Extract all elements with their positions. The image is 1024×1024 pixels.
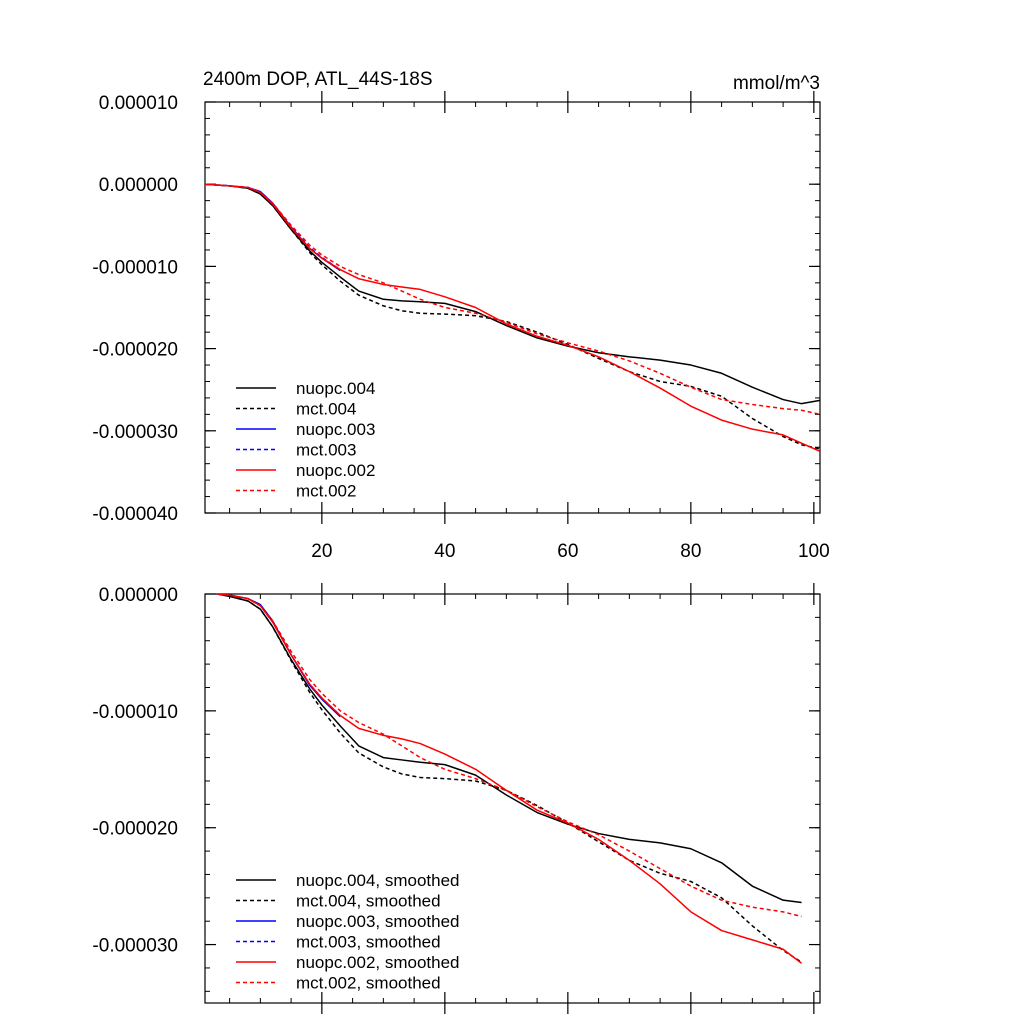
legend-label: nuopc.004: [296, 379, 375, 398]
series-line-mct-004-smoothed: [217, 594, 802, 963]
legend-label: mct.002, smoothed: [296, 974, 441, 993]
series-line-nuopc-002: [205, 183, 820, 453]
legend-label: nuopc.002, smoothed: [296, 953, 460, 972]
y-tick-label: -0.000030: [92, 422, 178, 443]
x-tick-label: 60: [557, 541, 578, 562]
y-tick-label: -0.000040: [92, 504, 178, 525]
y-tick-label: -0.000010: [92, 257, 178, 278]
series-line-mct-002-smoothed: [217, 594, 802, 918]
y-tick-label: 0.000000: [99, 585, 178, 606]
series-line-mct-004: [205, 183, 820, 450]
y-tick-label: -0.000020: [92, 340, 178, 361]
legend-label: nuopc.003, smoothed: [296, 912, 460, 931]
legend-label: mct.004, smoothed: [296, 892, 441, 911]
panel-top: 0.000010 0.000000 -0.000010 -0.000020 -0.000…: [92, 69, 829, 562]
plot-frame: [204, 101, 821, 514]
x-tick-label: 20: [311, 541, 332, 562]
x-tick-label: 100: [798, 541, 830, 562]
panel-bottom: 0.000000 -0.000010 -0.000020 -0.000030 nuopc…: [92, 583, 821, 1014]
chart-title: 2400m DOP, ATL_44S-18S: [203, 69, 433, 90]
y-tick-label: 0.000000: [99, 175, 178, 196]
legend-label: nuopc.004, smoothed: [296, 871, 460, 890]
x-tick-label: 80: [680, 541, 701, 562]
legend-label: mct.003, smoothed: [296, 933, 441, 952]
legend-label: mct.003: [296, 441, 356, 460]
legend-label: nuopc.003: [296, 420, 375, 439]
legend-label: nuopc.002: [296, 461, 375, 480]
y-tick-label: 0.000010: [99, 93, 178, 114]
series-group: [217, 594, 803, 964]
y-tick-label: -0.000010: [92, 702, 178, 723]
y-tick-label: -0.000030: [92, 936, 178, 957]
series-line-nuopc-004-smoothed: [217, 594, 802, 904]
series-line-nuopc-004: [205, 183, 820, 405]
plot-frame: [204, 593, 821, 1004]
series-line-nuopc-002-smoothed: [217, 594, 803, 964]
y-tick-label: -0.000020: [92, 819, 178, 840]
units-label: mmol/m^3: [733, 73, 820, 94]
series-group: [205, 183, 820, 453]
legend-label: mct.002: [296, 482, 356, 501]
legend-label: mct.004: [296, 400, 356, 419]
x-tick-label: 40: [434, 541, 455, 562]
